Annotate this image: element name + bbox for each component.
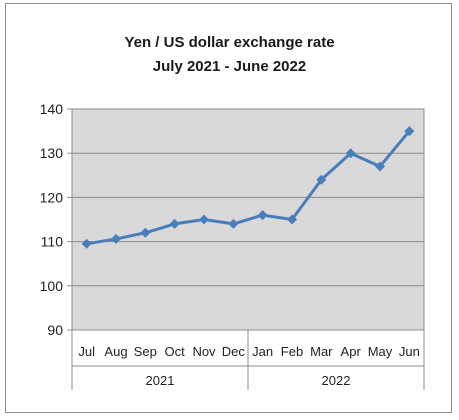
series-line-group	[81, 126, 415, 249]
series-line	[86, 130, 411, 246]
x-tick-label: Nov	[192, 344, 216, 359]
x-axis: Jul Aug Sep Oct Nov Dec Jan Feb Mar Apr May Jun 2021…	[71, 330, 425, 390]
data-point	[169, 218, 180, 229]
y-tick-label: 110	[41, 234, 64, 250]
x-tick-label: Dec	[222, 344, 246, 359]
x-tick-label: Oct	[165, 344, 186, 359]
data-point	[404, 126, 415, 137]
y-axis-tick-labels: 90 100 110 120 130 140	[40, 101, 64, 338]
data-point	[140, 227, 151, 238]
y-tick-label: 120	[40, 189, 64, 205]
y-tick-label: 140	[40, 101, 64, 117]
x-group-label: 2022	[322, 373, 351, 388]
x-tick-label: Jun	[399, 344, 420, 359]
x-tick-label: Apr	[341, 344, 362, 359]
x-tick-label: May	[368, 344, 393, 359]
data-point	[375, 161, 385, 172]
data-point	[287, 214, 297, 225]
data-point	[316, 174, 327, 185]
x-tick-label: Sep	[134, 344, 157, 359]
data-point	[111, 233, 121, 244]
x-tick-label: Jul	[78, 344, 95, 359]
chart-subtitle: July 2021 - June 2022	[152, 58, 307, 75]
x-group-label: 2021	[146, 373, 175, 388]
data-point	[257, 210, 268, 221]
data-point	[199, 214, 209, 225]
x-tick-label: Jan	[252, 344, 273, 359]
y-tick-label: 100	[40, 278, 64, 294]
data-point	[345, 148, 356, 159]
x-tick-label: Feb	[281, 344, 303, 359]
x-tick-label: Aug	[104, 344, 127, 359]
data-point	[81, 238, 92, 249]
data-point	[228, 218, 239, 229]
y-tick-label: 130	[40, 145, 64, 161]
x-tick-label: Mar	[310, 344, 333, 359]
y-tick-label: 90	[47, 322, 63, 338]
chart-title: Yen / US dollar exchange rate	[124, 34, 335, 51]
